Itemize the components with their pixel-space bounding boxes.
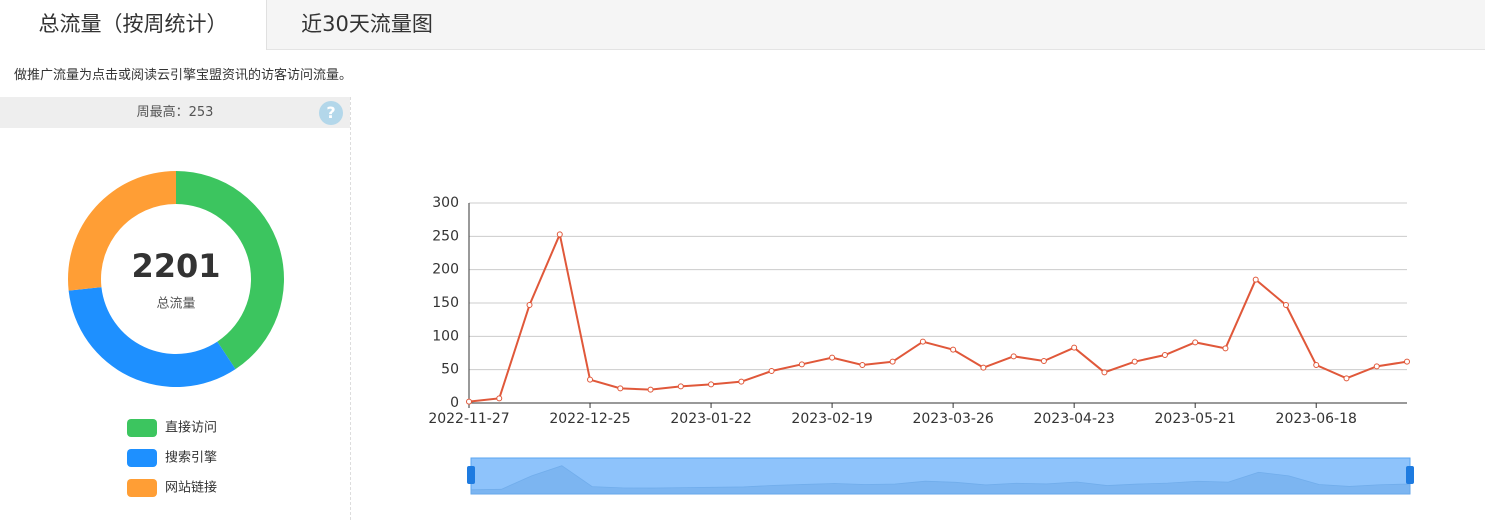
data-point [950,346,957,353]
data-point [1131,358,1138,365]
data-point [798,361,805,368]
donut-segment [68,287,236,387]
tab-bar: 总流量（按周统计） 近30天流量图 [0,0,1485,50]
donut-segment [68,171,176,291]
x-tick-label: 2023-02-19 [791,411,872,427]
y-tick-label: 200 [432,262,459,278]
legend-swatch [127,419,157,437]
x-tick-label: 2022-11-27 [428,411,509,427]
data-point [1161,352,1168,358]
data-point [768,368,775,374]
donut-segment [176,171,284,370]
data-point [708,381,715,388]
data-point [980,364,987,371]
data-point [677,383,684,390]
data-point [556,231,563,238]
data-point [1040,358,1047,364]
tab[interactable]: 近30天流量图 [301,12,433,36]
data-point [526,302,533,308]
legend-swatch [127,449,157,467]
x-tick-label: 2023-04-23 [1033,411,1114,427]
data-point [1404,358,1410,365]
y-tick-label: 300 [432,195,459,211]
x-tick-label: 2023-05-21 [1155,411,1236,427]
data-point [647,386,654,393]
data-point [1222,345,1229,352]
data-point [1071,344,1078,351]
legend-label: 搜索引擎 [165,451,217,466]
legend-label: 直接访问 [165,420,217,436]
data-point [889,358,896,365]
zoom-shadow [470,465,1411,495]
series-line [468,231,1408,403]
center-label: 总流量 [156,297,195,312]
data-point [1101,369,1108,376]
data-point [738,378,745,385]
y-tick-label: 150 [432,295,459,311]
data-point [466,398,472,405]
data-point [496,395,503,402]
data-point [1373,363,1380,370]
zoom-handle [467,466,475,484]
data-point [919,338,926,345]
tab[interactable]: 总流量（按周统计） [0,0,267,50]
data-point [587,376,594,383]
x-tick-label: 2023-01-22 [670,411,751,427]
x-tick-label: 2023-06-18 [1276,411,1357,427]
x-tick-label: 2023-03-26 [912,411,993,427]
x-tick-label: 2022-12-25 [549,411,630,427]
legend-swatch [127,479,157,497]
data-point [859,362,866,368]
center-value: 2201 [131,247,220,285]
data-point [1343,375,1350,382]
data-point [1192,339,1199,346]
note: 做推广流量为点击或阅读云引擎宝盟资讯的访客访问流量。 [14,68,353,83]
data-point [1252,276,1259,283]
legend-label: 网站链接 [165,480,217,496]
y-tick-label: 100 [432,328,459,344]
help-icon[interactable]: ? [319,101,343,125]
y-tick-label: 250 [432,228,459,244]
data-point [1010,353,1017,360]
data-point [617,385,624,392]
data-point [1282,302,1289,308]
zoom-handle [1406,466,1414,484]
left-panel: 周最高：253 ? [0,97,351,520]
data-point [829,354,836,361]
y-tick-label: 0 [450,395,459,411]
data-point [1313,362,1320,368]
y-tick-label: 50 [441,362,459,378]
weekly-max: 周最高：253 [0,97,350,128]
